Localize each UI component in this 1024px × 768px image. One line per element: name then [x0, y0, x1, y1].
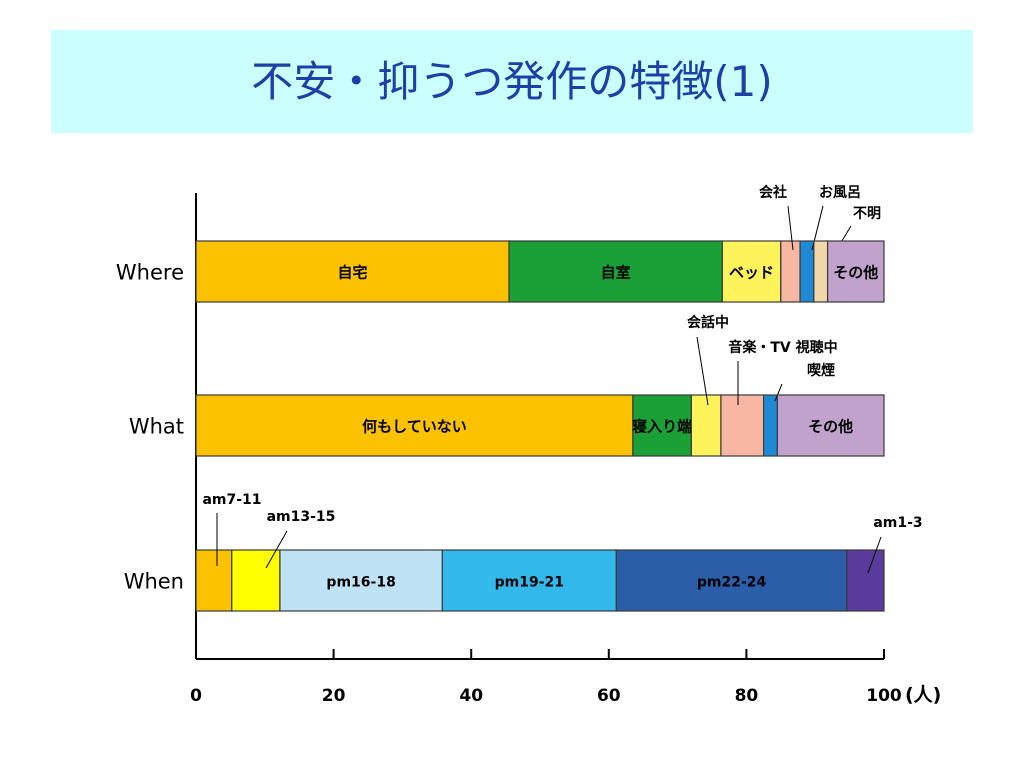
- segment-label: 自宅: [338, 264, 368, 282]
- segment-label: pm22-24: [697, 575, 767, 591]
- bar-segment: [799, 240, 815, 303]
- bar-segment: [780, 240, 801, 303]
- callout-line: [787, 205, 794, 251]
- segment-callout-label: お風呂: [819, 185, 861, 201]
- segment-label: 自室: [601, 264, 631, 282]
- callout-line: [867, 536, 882, 574]
- callout-line: [774, 383, 783, 402]
- bar-segment: [615, 549, 848, 612]
- segment-label: その他: [808, 418, 853, 436]
- segment-callout-label: 喫煙: [807, 362, 835, 379]
- segment-label: ベッド: [729, 264, 774, 282]
- segment-label: その他: [833, 264, 878, 282]
- x-tick-label: 40: [459, 686, 483, 706]
- page-title: 不安・抑うつ発作の特徴(1): [251, 57, 773, 106]
- segment-label: pm16-18: [326, 575, 395, 591]
- segment-label: pm19-21: [495, 575, 564, 591]
- bar-segment: [813, 240, 829, 303]
- segment-label: 寝入り端: [632, 418, 692, 436]
- category-label: Where: [116, 261, 184, 285]
- category-label: When: [124, 570, 184, 594]
- bar-segment: [632, 394, 692, 457]
- callout-line: [265, 530, 288, 569]
- title-banner: 不安・抑うつ発作の特徴(1): [51, 30, 973, 133]
- x-tick-label: 80: [735, 686, 759, 706]
- bar-segment: [826, 240, 885, 303]
- bar-segment: [720, 394, 765, 457]
- bar-segment: [690, 394, 722, 457]
- x-tick-label: 20: [322, 686, 346, 706]
- segment-label: 何もしていない: [362, 418, 467, 436]
- bar-segment: [762, 394, 778, 457]
- segment-callout-label: 会話中: [687, 314, 729, 331]
- bar-segment: [721, 240, 782, 303]
- bar-segment: [279, 549, 443, 612]
- segment-callout-label: 不明: [853, 206, 881, 222]
- callout-line: [696, 336, 709, 406]
- x-tick-label: 100: [866, 686, 902, 706]
- category-label: What: [129, 415, 184, 439]
- bar-segment: [195, 549, 233, 612]
- x-tick-label: 60: [597, 686, 621, 706]
- segment-callout-label: am1-3: [873, 515, 922, 531]
- segment-callout-label: am13-15: [267, 509, 336, 525]
- bar-segment: [231, 549, 281, 612]
- x-unit-label: (人): [905, 684, 941, 706]
- segment-callout-label: 音楽・TV 視聴中: [728, 339, 837, 356]
- segment-callout-label: 会社: [759, 184, 787, 201]
- segment-callout-label: am7-11: [202, 492, 261, 508]
- bar-segment: [846, 549, 885, 612]
- x-tick-label: 0: [190, 686, 202, 706]
- bar-segment: [776, 394, 885, 457]
